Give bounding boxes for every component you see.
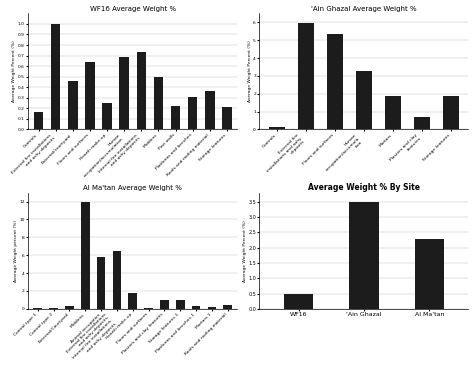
Bar: [102, 103, 112, 130]
Bar: [192, 306, 201, 309]
Bar: [356, 70, 372, 130]
Bar: [415, 238, 444, 309]
Y-axis label: Average Weight Percent (%): Average Weight Percent (%): [12, 41, 17, 102]
Title: WF16 Average Weight %: WF16 Average Weight %: [90, 6, 176, 11]
Y-axis label: Average Weight percent (%): Average Weight percent (%): [14, 220, 18, 282]
Bar: [144, 308, 153, 309]
Bar: [223, 305, 232, 309]
Title: Average Weight % By Site: Average Weight % By Site: [308, 183, 420, 192]
Bar: [81, 201, 90, 309]
Bar: [51, 24, 60, 130]
Bar: [34, 308, 42, 309]
Bar: [414, 117, 430, 130]
Title: Al Ma'tan Average Weight %: Al Ma'tan Average Weight %: [83, 185, 182, 191]
Title: 'Ain Ghazal Average Weight %: 'Ain Ghazal Average Weight %: [311, 6, 417, 11]
Bar: [443, 96, 459, 130]
Bar: [154, 77, 163, 130]
Bar: [113, 251, 121, 309]
Y-axis label: Average Weight Percent (%): Average Weight Percent (%): [248, 41, 252, 102]
Bar: [68, 81, 78, 130]
Bar: [269, 127, 285, 130]
Bar: [34, 111, 43, 130]
Bar: [222, 107, 232, 130]
Bar: [385, 96, 401, 130]
Bar: [327, 34, 343, 130]
Bar: [205, 92, 215, 130]
Bar: [188, 97, 198, 130]
Bar: [176, 300, 185, 309]
Bar: [208, 307, 216, 309]
Bar: [85, 62, 95, 130]
Y-axis label: Average Weight Percent (%): Average Weight Percent (%): [243, 220, 247, 282]
Bar: [65, 306, 74, 309]
Bar: [284, 294, 313, 309]
Bar: [298, 23, 314, 130]
Bar: [97, 257, 105, 309]
Bar: [137, 52, 146, 130]
Bar: [49, 308, 58, 309]
Bar: [349, 202, 379, 309]
Bar: [128, 293, 137, 309]
Bar: [160, 300, 169, 309]
Bar: [119, 56, 129, 130]
Bar: [171, 106, 180, 130]
